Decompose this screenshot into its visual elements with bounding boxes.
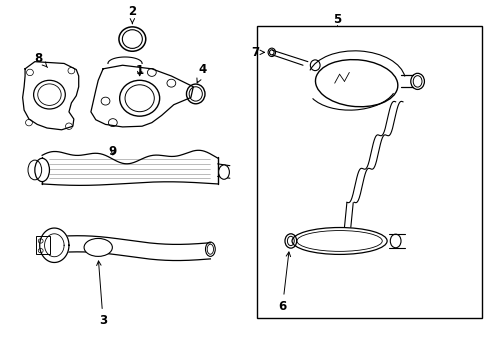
Ellipse shape xyxy=(84,238,112,256)
Ellipse shape xyxy=(35,158,49,181)
Bar xyxy=(256,26,481,318)
Polygon shape xyxy=(91,65,193,127)
Text: 9: 9 xyxy=(108,145,117,158)
Text: 6: 6 xyxy=(278,252,290,313)
Text: 3: 3 xyxy=(97,261,107,327)
Text: 5: 5 xyxy=(332,13,341,26)
Ellipse shape xyxy=(120,80,159,116)
Text: 4: 4 xyxy=(197,63,207,83)
Text: 2: 2 xyxy=(128,5,136,24)
Polygon shape xyxy=(40,228,69,262)
Ellipse shape xyxy=(218,165,229,179)
Text: 8: 8 xyxy=(35,51,47,67)
Text: 1: 1 xyxy=(135,64,143,77)
Ellipse shape xyxy=(34,80,65,109)
Polygon shape xyxy=(22,62,79,130)
Bar xyxy=(36,236,50,253)
Text: 7: 7 xyxy=(251,46,259,59)
